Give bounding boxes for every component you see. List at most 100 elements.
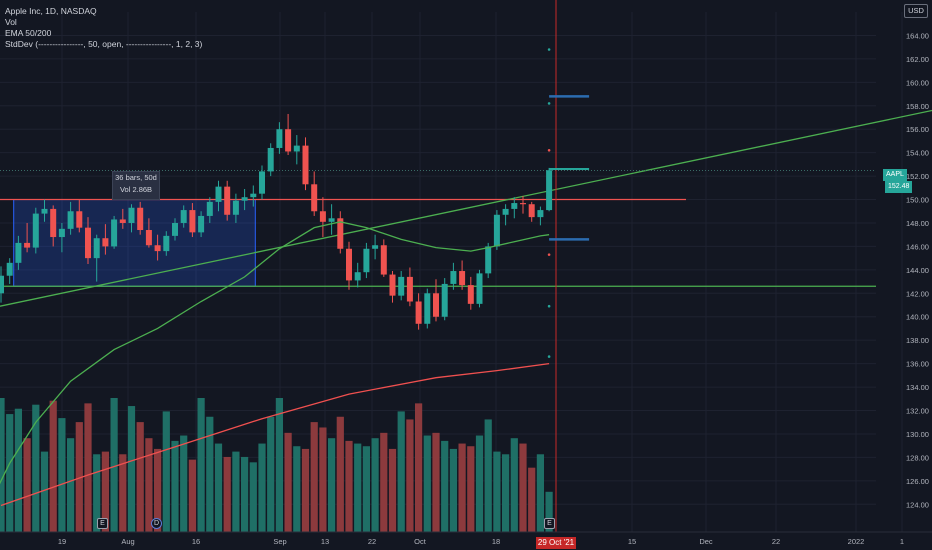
legend-volume[interactable]: Vol [5, 17, 17, 27]
volume-bar [154, 448, 162, 532]
volume-bar [84, 403, 92, 532]
candle-body [154, 245, 161, 252]
price-tick-label: 130.00 [906, 430, 929, 439]
volume-bar [528, 467, 536, 532]
volume-bar [441, 440, 449, 532]
ema-50-line [0, 221, 550, 485]
candle-body [250, 193, 257, 198]
candle-body [511, 203, 518, 209]
time-tick-label: 13 [321, 537, 329, 546]
volume-bar [371, 438, 379, 532]
volume-bar [284, 432, 292, 532]
volume-bar [101, 451, 109, 532]
volume-bar [180, 435, 188, 532]
price-tick-label: 162.00 [906, 55, 929, 64]
stddev-dot [547, 48, 551, 51]
candle-body [372, 245, 379, 249]
volume-bar [432, 432, 440, 532]
volume-bar [267, 416, 275, 532]
candle-body [241, 197, 248, 201]
ema-lines [0, 221, 550, 507]
volume-bar [6, 414, 14, 532]
time-tick-label: 1 [900, 537, 904, 546]
candle-body [267, 147, 274, 172]
candle-body [119, 219, 126, 223]
volume-bar [397, 411, 405, 532]
range-bars-label: 36 bars, 50d [115, 173, 157, 182]
volume-bar [206, 416, 214, 532]
volume-bar [14, 408, 22, 532]
volume-bar [415, 403, 423, 532]
dividend-event-icon[interactable]: D [151, 518, 162, 529]
volume-bar [0, 398, 5, 532]
price-tick-label: 142.00 [906, 289, 929, 298]
candle-body [459, 271, 466, 286]
candle-body [24, 242, 31, 248]
price-tick-label: 164.00 [906, 31, 929, 40]
legend-ema[interactable]: EMA 50/200 [5, 28, 52, 38]
candle-body [520, 203, 526, 205]
volume-bar [345, 440, 353, 532]
stddev-dot [547, 304, 551, 308]
volume-bar [32, 404, 40, 532]
candle-body [346, 248, 352, 281]
volume-bar [171, 440, 179, 532]
candle-body [145, 230, 152, 246]
time-tick-label: 22 [368, 537, 376, 546]
candle-body [206, 201, 213, 216]
volume-bar [127, 406, 136, 532]
volume-bar [475, 435, 484, 532]
earnings-event-icon[interactable]: E [544, 518, 555, 529]
earnings-event-icon[interactable]: E [97, 518, 108, 529]
volume-bar [249, 462, 257, 532]
currency-badge[interactable]: USD [904, 4, 928, 18]
chart-legend: Apple Inc, 1D, NASDAQ Vol EMA 50/200 Std… [5, 6, 202, 50]
candle-body [276, 129, 283, 148]
candle-body [424, 293, 431, 324]
candle-body [76, 211, 83, 228]
candle-body [15, 242, 22, 263]
candle-body [546, 170, 553, 211]
legend-symbol[interactable]: Apple Inc, 1D, NASDAQ [5, 6, 97, 16]
volume-bar [319, 427, 327, 532]
candle-body [354, 272, 361, 281]
time-tick-label: 15 [628, 537, 636, 546]
volume-bar [328, 438, 336, 532]
volume-bar [336, 416, 344, 532]
time-tick-label: 16 [192, 537, 200, 546]
volume-bar [214, 443, 223, 532]
volume-bar [388, 448, 397, 532]
time-tick-label: Dec [699, 537, 713, 546]
volume-bar [75, 422, 83, 532]
candle-body [285, 129, 292, 152]
volume-bar [406, 419, 414, 532]
candle-body [41, 208, 48, 214]
time-axis[interactable]: 19 Aug 16 Sep 13 22 Oct 18 15 Dec 22 2022 1 [0, 531, 932, 546]
candle-body [293, 145, 300, 152]
candle-body [441, 283, 448, 317]
volume-bar [58, 418, 66, 532]
stddev-dot [547, 149, 551, 152]
candle-body [224, 186, 231, 215]
legend-stddev[interactable]: StdDev (----------------, 50, open, ----… [5, 39, 203, 49]
candle-body [163, 235, 170, 252]
candle-body [93, 238, 100, 259]
trend-line [0, 109, 932, 307]
volume-bar [519, 443, 527, 532]
price-tick-label: 128.00 [906, 453, 929, 462]
candlesticks [0, 113, 553, 330]
price-axis[interactable]: 164.00 162.00 160.00 158.00 156.00 154.00 152.… [906, 31, 929, 509]
candle-body [180, 210, 187, 223]
price-tick-label: 150.00 [906, 196, 929, 205]
volume-bar [232, 451, 240, 532]
volume-bar [223, 456, 231, 532]
time-tick-label: Sep [273, 537, 286, 546]
candle-body [433, 293, 439, 317]
volume-bar [258, 443, 266, 532]
candle-body [215, 186, 222, 202]
candle-body [6, 262, 13, 276]
ema-200-line [0, 362, 550, 507]
volume-bar [458, 443, 466, 532]
candle-body [406, 276, 413, 302]
